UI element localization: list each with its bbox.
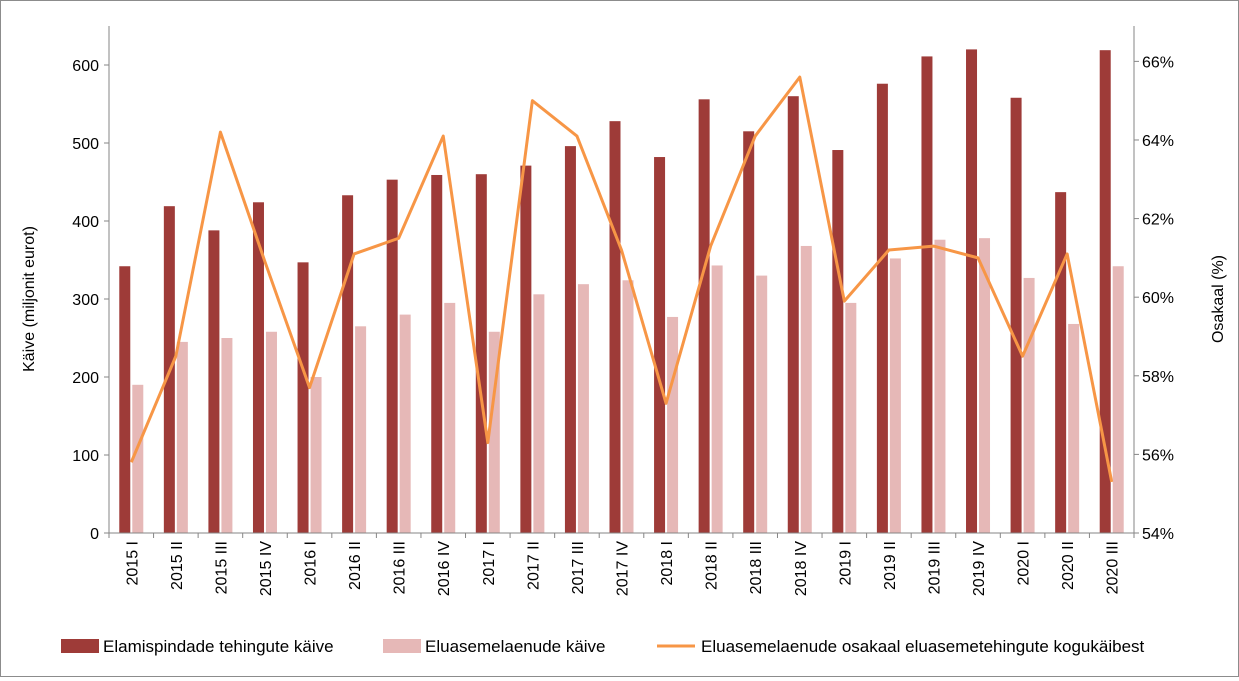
bar-elamispindade-8 (475, 174, 487, 533)
x-tick-label-21: 2020 II (1060, 541, 1077, 590)
x-tick-label-20: 2020 I (1016, 541, 1033, 585)
bar-eluasemelaenude-14 (756, 275, 768, 533)
right-tick-label-4: 62% (1142, 212, 1174, 229)
x-tick-label-19: 2019 IV (971, 541, 988, 596)
left-axis-ticks: 0 100 200 300 400 500 600 (72, 58, 109, 543)
bar-eluasemelaenude-12 (667, 316, 679, 533)
legend-label-eluasemelaenude: Eluasemelaenude käive (425, 637, 606, 656)
bar-eluasemelaenude-17 (889, 258, 901, 533)
bar-elamispindade-6 (386, 179, 398, 533)
right-tick-label-2: 58% (1142, 369, 1174, 386)
x-tick-label-18: 2019 III (926, 541, 943, 594)
legend-label-elamispindade: Elamispindade tehingute käive (103, 637, 334, 656)
bar-elamispindade-22 (1099, 50, 1111, 534)
x-tick-label-22: 2020 III (1105, 541, 1122, 594)
x-tick-label-7: 2016 IV (436, 541, 453, 596)
bar-elamispindade-4 (297, 262, 309, 533)
x-tick-label-12: 2018 I (659, 541, 676, 585)
left-tick-label-6: 600 (72, 58, 99, 75)
bar-elamispindade-11 (609, 121, 621, 533)
x-tick-label-16: 2019 I (837, 541, 854, 585)
legend-label-osakaal: Eluasemelaenude osakaal eluasemetehingut… (701, 637, 1145, 656)
bar-elamispindade-10 (564, 146, 576, 533)
line-layer (129, 75, 1114, 483)
bar-elamispindade-13 (698, 99, 710, 533)
bar-elamispindade-5 (342, 195, 354, 533)
bar-elamispindade-21 (1055, 192, 1067, 533)
x-tick-label-14: 2018 III (748, 541, 765, 594)
right-axis-ticks: 54% 56% 58% 60% 62% 64% 66% (1134, 54, 1174, 543)
bar-eluasemelaenude-6 (399, 314, 411, 533)
bar-layer (119, 49, 1124, 534)
bar-eluasemelaenude-0 (132, 384, 144, 533)
right-tick-label-1: 56% (1142, 447, 1174, 464)
bar-eluasemelaenude-9 (533, 294, 545, 533)
bar-eluasemelaenude-22 (1112, 266, 1124, 533)
x-tick-label-2: 2015 III (213, 541, 230, 594)
bar-elamispindade-9 (520, 165, 532, 533)
x-tick-label-6: 2016 III (392, 541, 409, 594)
bar-eluasemelaenude-8 (488, 331, 500, 533)
right-tick-label-6: 66% (1142, 54, 1174, 71)
left-tick-label-4: 400 (72, 214, 99, 231)
legend-swatch-elamispindade (61, 639, 99, 653)
bar-eluasemelaenude-7 (444, 302, 456, 533)
bar-elamispindade-7 (431, 174, 443, 534)
left-tick-label-5: 500 (72, 136, 99, 153)
bar-elamispindade-16 (832, 150, 844, 533)
bar-elamispindade-0 (119, 266, 131, 533)
left-tick-label-1: 100 (72, 448, 99, 465)
y-axis-title: Käive (miljonit eurot) (21, 226, 38, 372)
bar-elamispindade-17 (876, 83, 888, 533)
bar-elamispindade-20 (1010, 97, 1022, 533)
bar-eluasemelaenude-15 (800, 245, 812, 533)
right-tick-label-0: 54% (1142, 526, 1174, 543)
bar-eluasemelaenude-21 (1068, 323, 1080, 533)
bar-eluasemelaenude-20 (1023, 277, 1035, 533)
bar-eluasemelaenude-10 (577, 284, 589, 533)
bar-eluasemelaenude-3 (265, 331, 277, 533)
bar-elamispindade-18 (921, 56, 933, 534)
bar-elamispindade-19 (966, 49, 978, 534)
x-tick-label-13: 2018 II (704, 541, 721, 590)
x-tick-label-0: 2015 I (124, 541, 141, 585)
bar-eluasemelaenude-18 (934, 239, 946, 533)
bar-elamispindade-15 (787, 96, 799, 533)
bar-eluasemelaenude-5 (355, 326, 367, 533)
bar-eluasemelaenude-1 (176, 341, 188, 533)
line-osakaal (129, 75, 1114, 483)
bar-elamispindade-3 (252, 202, 264, 533)
bar-elamispindade-2 (208, 230, 220, 534)
left-tick-label-0: 0 (90, 526, 99, 543)
x-tick-label-17: 2019 II (882, 541, 899, 590)
left-tick-label-2: 200 (72, 370, 99, 387)
x-tick-label-9: 2017 II (525, 541, 542, 590)
bar-eluasemelaenude-11 (622, 280, 634, 533)
x-tick-label-15: 2018 IV (793, 541, 810, 596)
x-tick-label-8: 2017 I (481, 541, 498, 585)
bar-eluasemelaenude-4 (310, 377, 322, 533)
bar-elamispindade-12 (654, 157, 666, 534)
right-tick-label-3: 60% (1142, 290, 1174, 307)
x-tick-label-11: 2017 IV (615, 541, 632, 596)
left-tick-label-3: 300 (72, 292, 99, 309)
bar-eluasemelaenude-19 (979, 238, 991, 533)
x-tick-label-3: 2015 IV (258, 541, 275, 596)
legend-swatch-eluasemelaenude (383, 639, 421, 653)
legend: Elamispindade tehingute käive Eluasemela… (61, 637, 1145, 656)
x-tick-label-5: 2016 II (347, 541, 364, 590)
right-tick-label-5: 64% (1142, 133, 1174, 150)
bar-elamispindade-14 (743, 131, 755, 534)
bar-eluasemelaenude-13 (711, 265, 723, 533)
x-tick-label-4: 2016 I (303, 541, 320, 585)
x-tick-label-1: 2015 II (169, 541, 186, 590)
y2-axis-title: Osakaal (%) (1210, 255, 1227, 343)
x-axis-ticks: 2015 I 2015 II 2015 III 2015 IV 2016 I 2016 I… (108, 533, 1135, 596)
bar-eluasemelaenude-2 (221, 338, 233, 533)
x-tick-label-10: 2017 III (570, 541, 587, 594)
axes (108, 26, 1135, 534)
bar-eluasemelaenude-16 (845, 302, 857, 533)
